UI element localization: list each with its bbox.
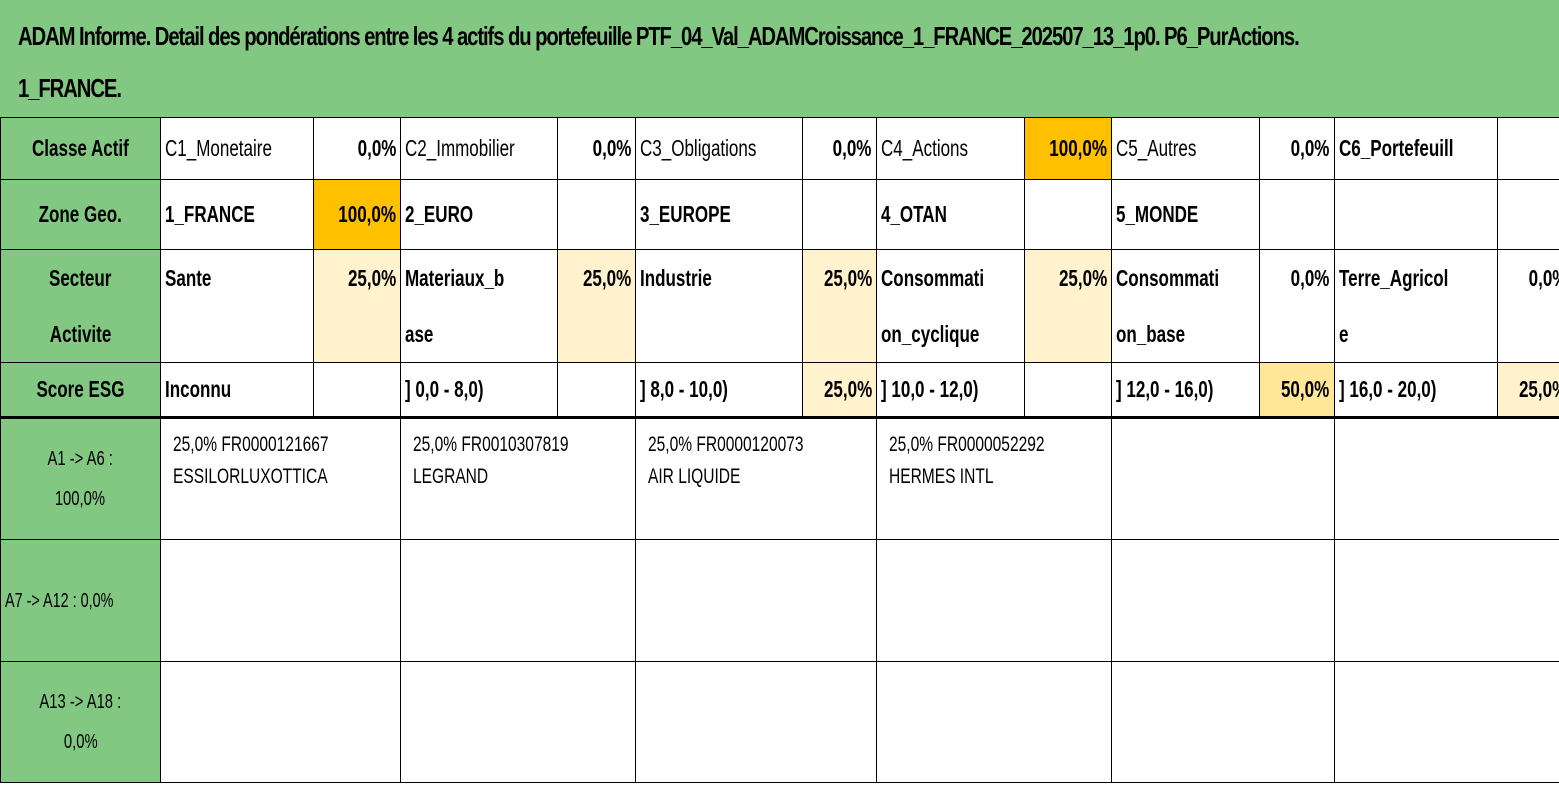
- zone-label: 1_FRANCE: [159, 179, 315, 250]
- esg-value: 25,0%: [801, 362, 877, 418]
- zone-label: 5_MONDE: [1111, 179, 1261, 250]
- secteur-value: 25,0%: [1024, 249, 1113, 363]
- secteur-label: Consommati on_cyclique: [875, 249, 1026, 363]
- secteur-value: 25,0%: [313, 249, 402, 363]
- zone-value: [1024, 179, 1113, 250]
- asset-cell-empty: [1333, 416, 1559, 540]
- secteur-label: Consommati on_base: [1111, 249, 1261, 363]
- secteur-value: 25,0%: [557, 249, 637, 363]
- secteur-value: 25,0%: [801, 249, 877, 363]
- classe-label: C3_Obligations: [635, 117, 803, 180]
- assets-group-label: A7 -> A12 : 0,0%: [0, 539, 161, 662]
- esg-label: ] 16,0 - 20,0): [1333, 362, 1499, 418]
- esg-value: [557, 362, 637, 418]
- row-assets-a7-a12: A7 -> A12 : 0,0%: [0, 539, 1559, 662]
- asset-cell-empty: [1111, 539, 1335, 662]
- asset-cell-empty: [1333, 661, 1559, 783]
- classe-value: 0,0%: [1259, 117, 1335, 180]
- row-assets-a1-a6: A1 -> A6 : 100,0% 25,0% FR0000121667 ESS…: [0, 416, 1559, 540]
- zone-label: 2_EURO: [400, 179, 559, 250]
- row-assets-a13-a18: A13 -> A18 : 0,0%: [0, 661, 1559, 783]
- asset-cell: 25,0% FR0010307819 LEGRAND: [400, 416, 637, 540]
- row-classe-actif: Classe Actif C1_Monetaire 0,0% C2_Immobi…: [0, 117, 1559, 180]
- esg-label: ] 10,0 - 12,0): [875, 362, 1026, 418]
- esg-value: 50,0%: [1259, 362, 1335, 418]
- assets-group-label: A1 -> A6 : 100,0%: [0, 416, 161, 540]
- secteur-value: 0,0%: [1497, 249, 1559, 363]
- classe-value: 100,0%: [1024, 117, 1113, 180]
- zone-value: [801, 179, 877, 250]
- row-header-secteur: Secteur Activite: [0, 249, 161, 363]
- esg-label: ] 8,0 - 10,0): [635, 362, 803, 418]
- asset-cell-empty: [1111, 416, 1335, 540]
- classe-label: C5_Autres: [1111, 117, 1261, 180]
- asset-cell: 25,0% FR0000120073 AIR LIQUIDE: [635, 416, 877, 540]
- esg-label: Inconnu: [159, 362, 315, 418]
- asset-cell: 25,0% FR0000121667 ESSILORLUXOTTICA: [159, 416, 402, 540]
- asset-cell-empty: [159, 539, 402, 662]
- asset-cell-empty: [400, 661, 637, 783]
- zone-value: [1259, 179, 1335, 250]
- weights-table: Classe Actif C1_Monetaire 0,0% C2_Immobi…: [0, 117, 1559, 783]
- esg-label: ] 0,0 - 8,0): [400, 362, 559, 418]
- classe-label: C1_Monetaire: [159, 117, 315, 180]
- asset-cell-empty: [1111, 661, 1335, 783]
- zone-value: 100,0%: [313, 179, 402, 250]
- assets-group-label: A13 -> A18 : 0,0%: [0, 661, 161, 783]
- secteur-label: Terre_Agricol e: [1333, 249, 1499, 363]
- esg-value: [313, 362, 402, 418]
- zone-label: 3_EUROPE: [635, 179, 803, 250]
- asset-cell-empty: [635, 539, 877, 662]
- classe-value: 0,0%: [801, 117, 877, 180]
- asset-cell-empty: [1333, 539, 1559, 662]
- secteur-label: Sante: [159, 249, 315, 363]
- zone-value: [1497, 179, 1559, 250]
- row-header-score-esg: Score ESG: [0, 362, 161, 418]
- row-zone-geo: Zone Geo. 1_FRANCE 100,0% 2_EURO 3_EUROP…: [0, 179, 1559, 250]
- report-title-line1: ADAM Informe. Detail des pondérations en…: [18, 21, 1300, 51]
- row-header-classe-actif: Classe Actif: [0, 117, 161, 180]
- report-title: ADAM Informe. Detail des pondérations en…: [0, 0, 1559, 117]
- asset-cell-empty: [159, 661, 402, 783]
- asset-cell: 25,0% FR0000052292 HERMES INTL: [875, 416, 1113, 540]
- classe-label: C2_Immobilier: [400, 117, 559, 180]
- classe-value: 0,0%: [313, 117, 402, 180]
- secteur-label: Industrie: [635, 249, 803, 363]
- row-secteur-activite: Secteur Activite Sante 25,0% Materiaux_b…: [0, 249, 1559, 363]
- classe-label: C6_Portefeuill: [1333, 117, 1499, 180]
- classe-value: 0,0%: [557, 117, 637, 180]
- secteur-label: Materiaux_b ase: [400, 249, 559, 363]
- zone-label: 4_OTAN: [875, 179, 1026, 250]
- zone-value: [557, 179, 637, 250]
- classe-value: [1497, 117, 1559, 180]
- row-header-zone-geo: Zone Geo.: [0, 179, 161, 250]
- report-title-line2: 1_FRANCE.: [18, 73, 122, 103]
- classe-label: C4_Actions: [875, 117, 1026, 180]
- asset-cell-empty: [875, 661, 1113, 783]
- asset-cell-empty: [400, 539, 637, 662]
- row-score-esg: Score ESG Inconnu ] 0,0 - 8,0) ] 8,0 - 1…: [0, 362, 1559, 418]
- esg-label: ] 12,0 - 16,0): [1111, 362, 1261, 418]
- esg-value: 25,0%: [1497, 362, 1559, 418]
- asset-cell-empty: [635, 661, 877, 783]
- secteur-value: 0,0%: [1259, 249, 1335, 363]
- zone-label: [1333, 179, 1499, 250]
- asset-cell-empty: [875, 539, 1113, 662]
- esg-value: [1024, 362, 1113, 418]
